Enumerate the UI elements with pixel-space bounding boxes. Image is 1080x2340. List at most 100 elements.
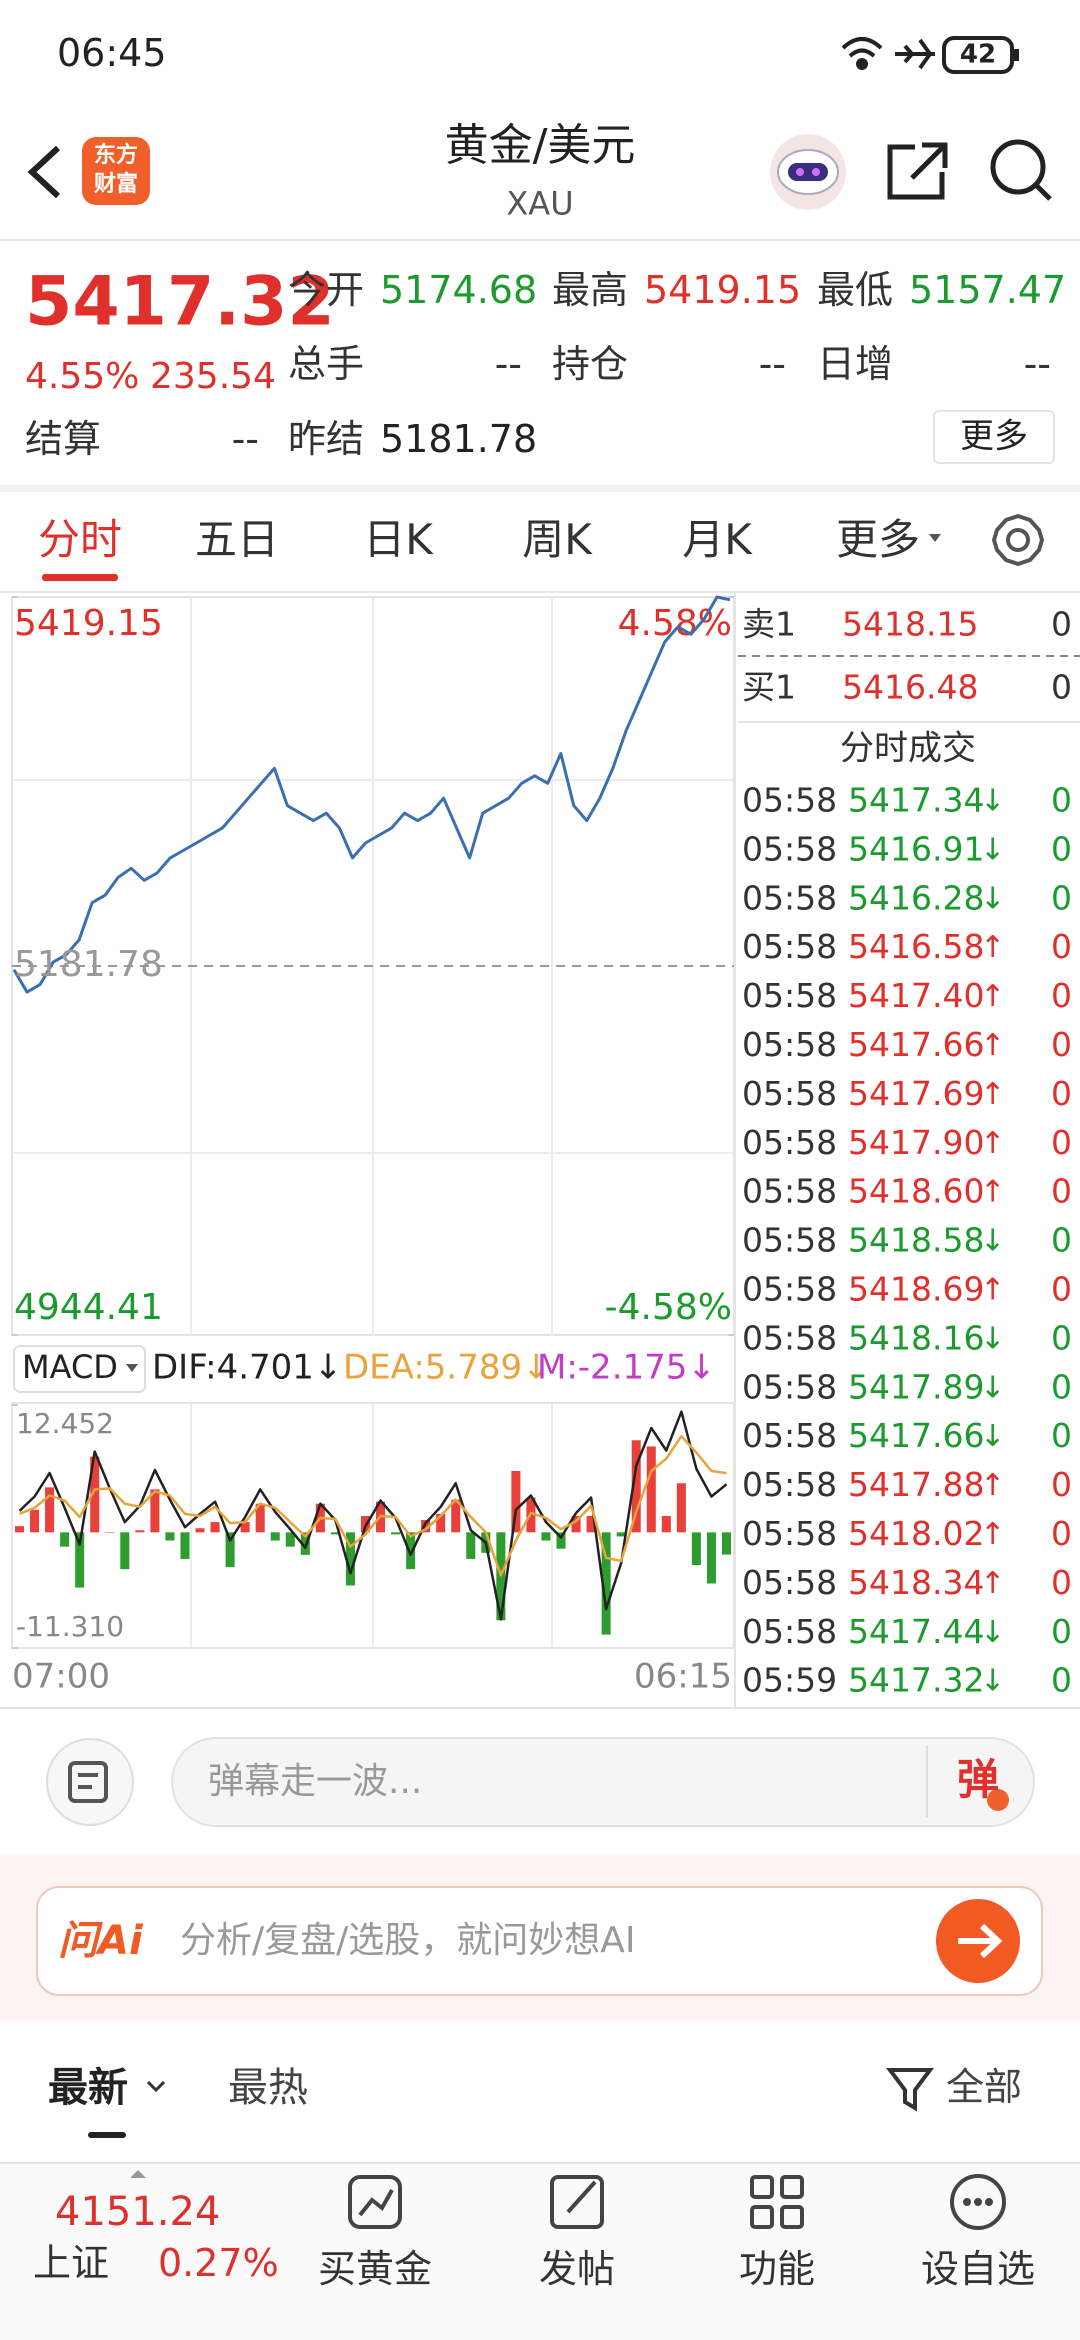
field-value: 5174.68 <box>380 268 538 313</box>
logo-text: 财富 <box>93 171 139 197</box>
legend-entry: DIF:4.701↓ <box>152 1348 342 1388</box>
histogram-bar <box>345 1532 355 1586</box>
histogram-bar <box>646 1446 656 1533</box>
legend-entry: DEA:5.789↓ <box>343 1348 551 1388</box>
tab[interactable]: 周K <box>522 514 592 564</box>
trade-direction: ↑ <box>980 1175 1005 1210</box>
x-tick-label: 07:00 <box>12 1657 110 1697</box>
trade-volume: 0 <box>1051 1221 1072 1260</box>
histogram-bar <box>421 1520 431 1533</box>
danmu-placeholder[interactable]: 弹幕走一波... <box>208 1761 423 1803</box>
trade-time: 05:58 <box>742 1270 837 1309</box>
index-name[interactable]: 上证 <box>33 2241 110 2286</box>
trade-volume: 0 <box>1051 927 1072 966</box>
ai-placeholder[interactable]: 分析/复盘/选股，就问妙想AI <box>180 1920 636 1962</box>
field-value: -- <box>231 417 259 462</box>
nav-item[interactable]: 功能 <box>738 2247 816 2292</box>
field-value: -- <box>758 342 786 387</box>
tab[interactable]: 五日 <box>194 514 280 564</box>
order-price: 5418.15 <box>842 605 978 644</box>
subtitle: XAU <box>506 184 574 223</box>
back-button[interactable] <box>27 145 61 199</box>
nav-item[interactable]: 发帖 <box>538 2247 616 2292</box>
nav-item[interactable]: 设自选 <box>920 2247 1036 2292</box>
histogram-bar <box>330 1532 340 1535</box>
trade-price: 5418.16 <box>848 1318 984 1357</box>
histogram-bar <box>451 1499 461 1533</box>
change-percent: 4.55% <box>25 356 140 398</box>
ai-input[interactable] <box>36 1886 1043 1996</box>
histogram-bar <box>255 1503 265 1533</box>
trade-price: 5418.58 <box>848 1221 984 1260</box>
trade-time: 05:58 <box>742 1318 837 1357</box>
y2-tick-label: 4.58% <box>618 603 732 644</box>
trade-time: 05:58 <box>742 1563 837 1602</box>
trade-time: 05:58 <box>742 829 837 868</box>
legend-entry: M:-2.175↓ <box>537 1348 716 1388</box>
settings-icon[interactable] <box>991 513 1045 567</box>
tab[interactable]: 分时 <box>37 514 123 564</box>
tab[interactable]: 月K <box>682 514 752 564</box>
index-change[interactable]: 0.27% <box>158 2241 279 2286</box>
field-label: 最高 <box>552 268 629 313</box>
indicator-select[interactable] <box>13 1345 146 1393</box>
tab[interactable]: 日K <box>363 514 433 564</box>
histogram-bar <box>135 1530 145 1533</box>
trade-volume: 0 <box>1051 1514 1072 1553</box>
trade-direction: ↑ <box>980 1273 1005 1308</box>
field-value: -- <box>1023 342 1051 387</box>
more-label[interactable]: 更多 <box>960 416 1028 457</box>
assistant-icon[interactable] <box>770 134 846 210</box>
danmu-button[interactable]: 弹 <box>956 1754 1000 1804</box>
y-tick-label: 4944.41 <box>14 1287 163 1328</box>
trade-direction: ↓ <box>980 832 1005 867</box>
histogram-bar <box>285 1532 295 1547</box>
trade-volume: 0 <box>1051 1025 1072 1064</box>
trade-time: 05:58 <box>742 976 837 1015</box>
feed-tab[interactable]: 最新 <box>48 2065 128 2111</box>
histogram-bar <box>586 1515 596 1533</box>
battery-level: 42 <box>959 39 997 70</box>
feed-filter[interactable]: 全部 <box>946 2065 1023 2110</box>
caret <box>130 2170 146 2178</box>
share-button[interactable] <box>887 142 948 200</box>
separator <box>0 485 1080 492</box>
trade-time: 05:58 <box>742 1172 837 1211</box>
ai-logo: 问Ai <box>58 1918 143 1964</box>
histogram-bar <box>721 1532 731 1555</box>
histogram-bar <box>571 1515 581 1533</box>
x-tick-label: 06:15 <box>634 1657 732 1697</box>
danmu-icon[interactable] <box>46 1738 134 1826</box>
filter-icon[interactable] <box>886 2068 934 2112</box>
search-button[interactable] <box>990 139 1052 201</box>
histogram-bar <box>511 1470 521 1533</box>
feed-tab[interactable]: 最热 <box>228 2065 308 2111</box>
danmu-input[interactable] <box>171 1737 1035 1827</box>
trade-direction: ↑ <box>980 1126 1005 1161</box>
trade-time: 05:58 <box>742 1221 837 1260</box>
trade-time: 05:58 <box>742 1123 837 1162</box>
trade-volume: 0 <box>1051 1465 1072 1504</box>
tab-underline <box>88 2132 126 2138</box>
trade-direction: ↓ <box>980 1370 1005 1405</box>
trade-time: 05:58 <box>742 1465 837 1504</box>
logo-text: 东方 <box>93 142 139 168</box>
order-price: 5416.48 <box>842 668 978 707</box>
trade-price: 5417.32 <box>848 1661 984 1700</box>
trade-volume: 0 <box>1051 1172 1072 1211</box>
more-button[interactable] <box>933 410 1055 464</box>
trade-time: 05:58 <box>742 878 837 917</box>
trade-time: 05:58 <box>742 781 837 820</box>
tab[interactable]: 更多 <box>835 514 921 564</box>
trade-price: 5416.58 <box>848 927 984 966</box>
trade-direction: ↑ <box>980 1566 1005 1601</box>
trade-direction: ↓ <box>980 1615 1005 1650</box>
histogram-bar <box>270 1532 280 1541</box>
nav-item[interactable]: 买黄金 <box>317 2247 433 2292</box>
trade-price: 5418.34 <box>848 1563 984 1602</box>
reference-label: 5181.78 <box>14 944 163 985</box>
field-label: 持仓 <box>552 342 629 387</box>
trade-price: 5417.88 <box>848 1465 984 1504</box>
trade-price: 5418.69 <box>848 1270 984 1309</box>
index-value[interactable]: 4151.24 <box>55 2189 221 2235</box>
